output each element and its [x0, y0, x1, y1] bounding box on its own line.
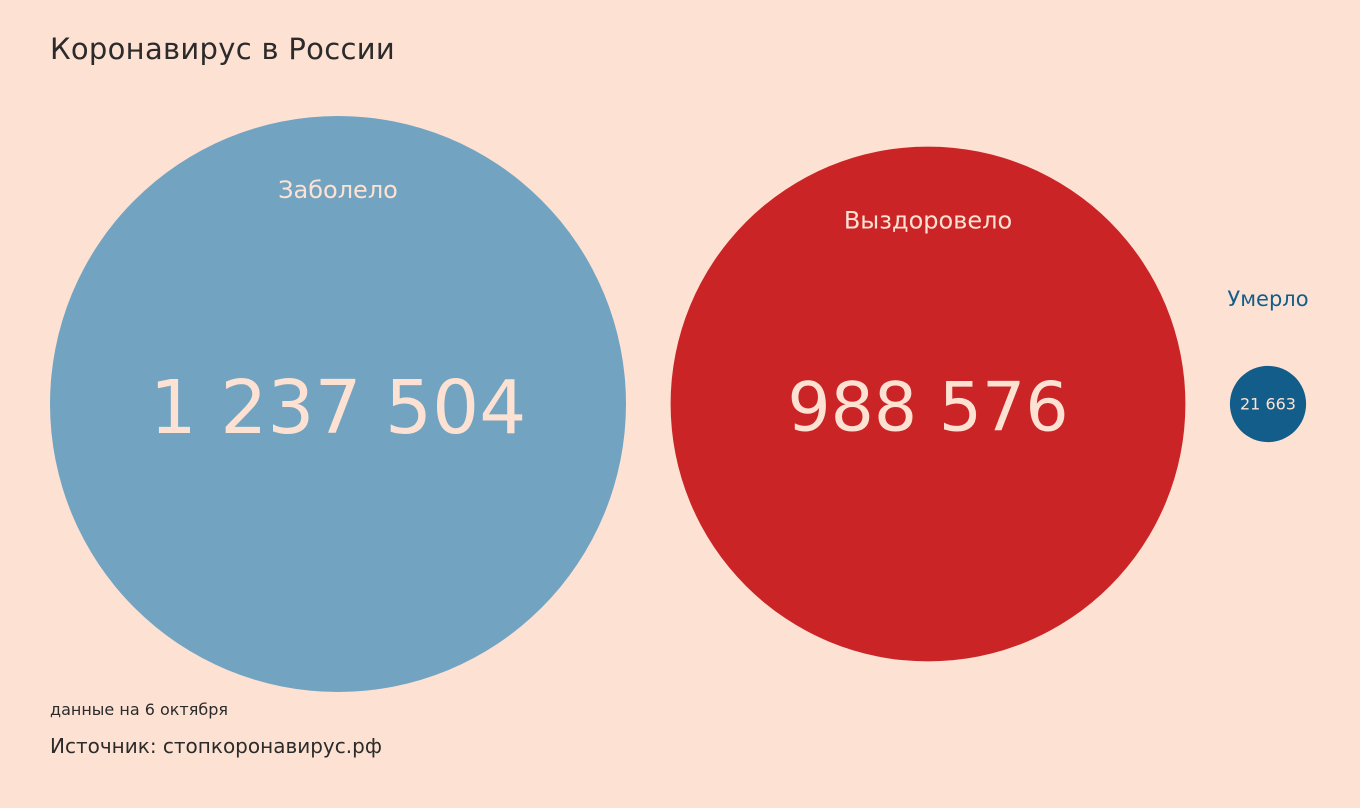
bubble-label-deaths: Умерло — [1227, 287, 1308, 311]
bubble-recovered — [670, 146, 1186, 662]
bubble-value-recovered: 988 576 — [787, 369, 1068, 448]
bubble-label-recovered: Выздоровело — [844, 207, 1012, 235]
bubble-label-infected: Заболело — [278, 176, 398, 204]
bubble-infected — [50, 116, 626, 692]
bubble-value-infected: 1 237 504 — [150, 365, 527, 451]
bubble-deaths — [1229, 365, 1307, 443]
data-date-note: данные на 6 октября — [50, 700, 229, 719]
bubble-value-deaths: 21 663 — [1240, 395, 1296, 414]
source-note: Источник: стопкоронавирус.рф — [50, 734, 382, 758]
chart-title: Коронавирус в России — [50, 32, 396, 66]
